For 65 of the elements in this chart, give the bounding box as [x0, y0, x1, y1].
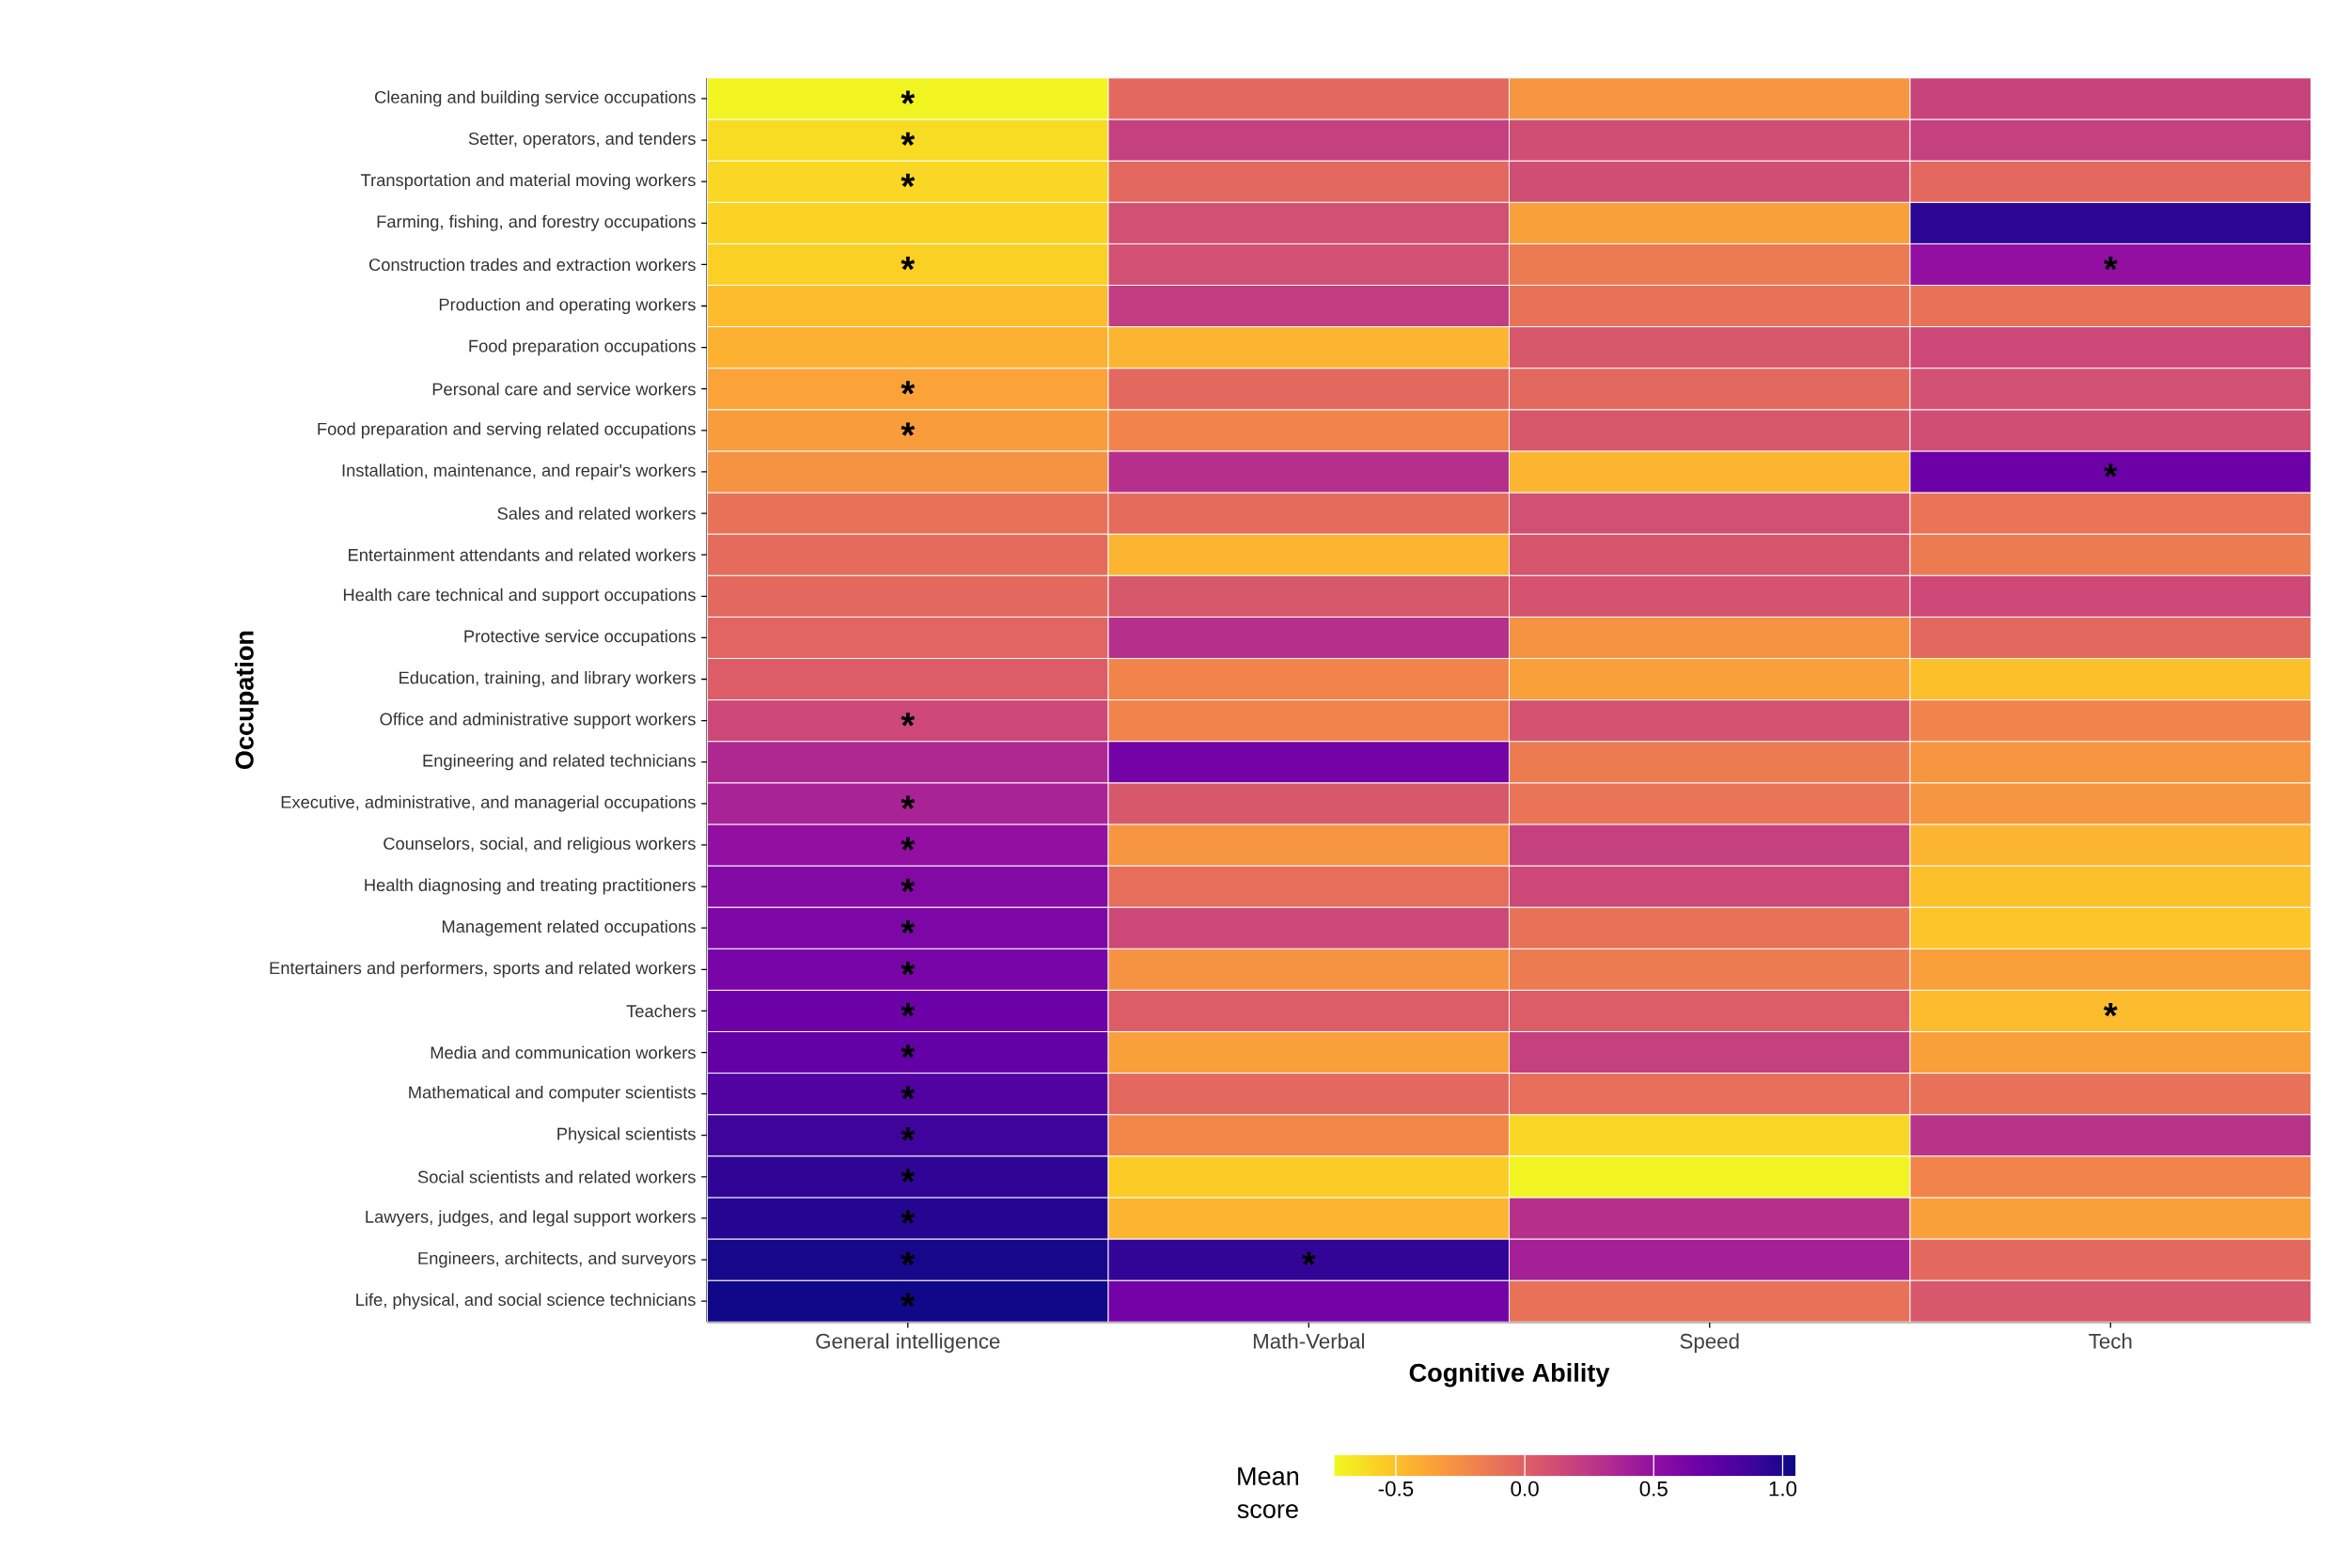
y-tick-label: Social scientists and related workers [417, 1170, 696, 1184]
x-tick-label: Math-Verbal [1253, 1333, 1364, 1349]
data-label: * [901, 1086, 916, 1100]
data-label: * [901, 132, 916, 147]
color-bar-label: 0.5 [1639, 1481, 1668, 1497]
data-label: * [2103, 463, 2118, 478]
y-tick-label: Cleaning and building service occupations [374, 90, 696, 107]
data-label: * [901, 919, 916, 934]
data-label: * [901, 878, 916, 893]
y-tick-label: Entertainment attendants and related workers [349, 548, 696, 562]
y-tick-label: Physical scientists [557, 1127, 696, 1144]
y-tick-label: Health diagnosing and treating practitioners [365, 878, 696, 895]
y-tick-label: Engineering and related technicians [423, 754, 696, 771]
color-bar-label: 0.0 [1511, 1481, 1539, 1497]
data-label: * [901, 381, 916, 395]
data-label: * [901, 1210, 916, 1224]
y-tick-label: Personal care and service workers [432, 383, 696, 396]
data-label: * [2103, 1003, 2118, 1017]
data-label: * [901, 1003, 916, 1017]
y-tick-label: Transportation and material moving workers [360, 173, 696, 190]
y-tick-label: Construction trades and extraction workers [368, 258, 696, 272]
x-tick-label: Tech [2089, 1333, 2132, 1349]
y-tick-label: Mathematical and computer scientists [409, 1086, 696, 1103]
y-tick-label: Setter, operators, and tenders [468, 132, 696, 149]
color-bar-label: -0.5 [1378, 1481, 1414, 1497]
color-bar-title: Mean score [1237, 1467, 1298, 1519]
y-tick-label: Production and operating workers [439, 298, 696, 315]
x-tick-label: Speed [1680, 1333, 1739, 1354]
y-tick-label: Protective service occupations [464, 630, 696, 647]
color-bar-label: 1.0 [1769, 1481, 1797, 1497]
y-tick-label: Health care technical and support occupations [343, 588, 696, 604]
data-label: * [2103, 257, 2118, 271]
data-label: * [901, 257, 916, 271]
data-label: * [901, 795, 916, 809]
data-label: * [901, 1251, 916, 1266]
y-tick-label: Food preparation occupations [469, 339, 696, 356]
y-tick-label: Engineers, architects, and surveyors [418, 1251, 696, 1268]
y-tick-label: Lawyers, judges, and legal support workers [366, 1210, 696, 1227]
y-tick-label: Executive, administrative, and managerial occupations [281, 795, 696, 812]
data-label: * [901, 90, 916, 104]
y-axis-title: Occupation [234, 631, 259, 770]
x-axis-title: Cognitive Ability [1409, 1363, 1610, 1388]
data-label: * [901, 837, 916, 851]
y-tick-label: Teachers [626, 1004, 696, 1018]
data-label: * [901, 1293, 916, 1308]
data-label: * [901, 1044, 916, 1058]
data-label: * [901, 1127, 916, 1141]
data-label: * [901, 422, 916, 436]
y-tick-label: Entertainers and performers, sports and related workers [270, 961, 696, 978]
data-label: * [901, 173, 916, 188]
y-tick-label: Management related occupations [442, 919, 696, 936]
data-label: * [901, 713, 916, 727]
y-tick-label: Life, physical, and social science technicians [356, 1293, 696, 1309]
x-tick-label: General intelligence [816, 1333, 1000, 1354]
y-tick-label: Office and administrative support workers [380, 713, 696, 729]
y-tick-label: Sales and related workers [497, 507, 696, 520]
data-label: * [901, 1168, 916, 1183]
y-tick-label: Education, training, and library workers [400, 671, 696, 688]
y-tick-label: Food preparation and serving related occupations [318, 422, 696, 439]
data-label: * [1301, 1251, 1316, 1266]
y-tick-label: Media and communication workers [431, 1045, 696, 1059]
y-tick-label: Installation, maintenance, and repair's workers [342, 463, 696, 480]
y-tick-label: Counselors, social, and religious workers [384, 837, 696, 854]
y-tick-label: Farming, fishing, and forestry occupations [377, 214, 696, 231]
data-label: * [901, 962, 916, 976]
